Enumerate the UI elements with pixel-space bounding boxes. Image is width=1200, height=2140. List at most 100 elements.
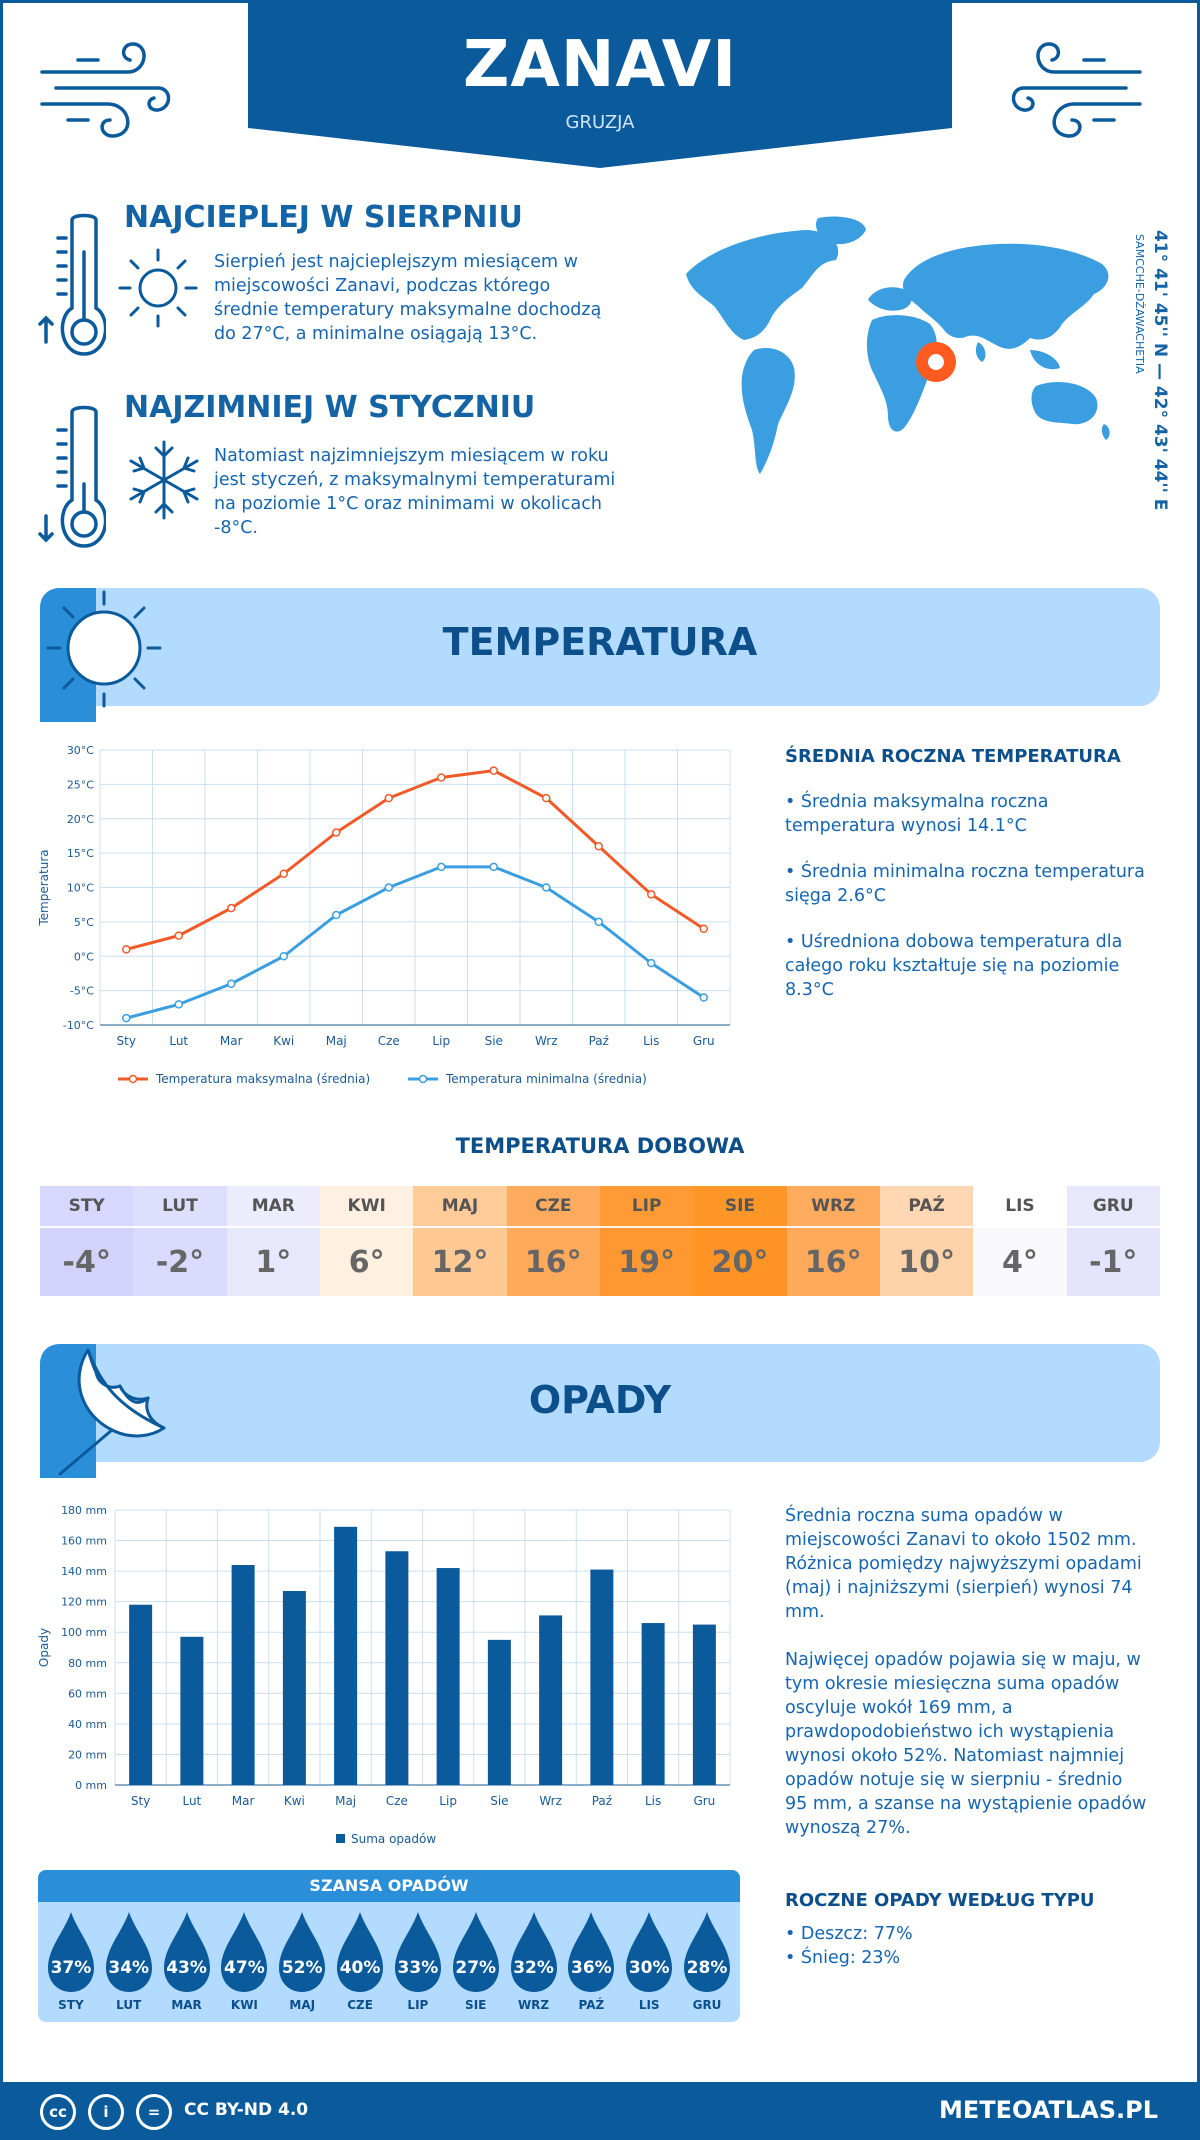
y-tick-label: 20°C (67, 813, 94, 826)
precip-line: Najwięcej opadów pojawia się w maju, w (785, 1650, 1141, 1670)
data-point (647, 890, 656, 899)
sun-icon (118, 248, 198, 328)
daily-temp-value: 16° (786, 1226, 880, 1296)
daily-temp-table: STY -4° LUT -2° MAR 1° KWI 6° MAJ 12° CZE 16° LIP 19°… (40, 1186, 1160, 1296)
precip-bar (231, 1565, 255, 1785)
snowflake-icon (129, 440, 199, 520)
precip-line: miejscowości Zanavi to około 1502 mm. (785, 1530, 1137, 1550)
x-tick-label: Gru (693, 1794, 715, 1808)
license-label: CC BY-ND 4.0 (184, 2100, 309, 2120)
x-tick-label: Lut (182, 1794, 201, 1808)
precip-bar (641, 1623, 665, 1785)
coldest-line: -8°C. (214, 518, 258, 538)
raindrop-icon (510, 1912, 557, 1992)
precip-bar (692, 1624, 716, 1785)
thermometer-up-icon (38, 213, 106, 356)
coordinates-label: 41° 41' 45'' N — 42° 43' 44'' E (1150, 230, 1170, 511)
footer-bar (0, 2082, 1200, 2140)
precip-bar (487, 1639, 511, 1785)
x-tick-label: Lis (643, 1034, 659, 1048)
coldest-line: Natomiast najzimniejszym miesiącem w rok… (214, 446, 609, 466)
brand-link[interactable]: METEOATLAS.PL (938, 2096, 1158, 2124)
temp-side-item: • Średnia minimalna roczna temperatura s… (785, 860, 1165, 908)
precip-chance-value: 28% (686, 1958, 728, 1978)
precip-type-title: ROCZNE OPADY WEDŁUG TYPU (785, 1890, 1095, 1911)
temperature-chart: -10°C -5°C 0°C 5°C 10°C 15°C 20°C 25°C 30°C Sty Lu… (37, 744, 731, 1086)
legend-marker (128, 1074, 138, 1084)
hottest-line: średnie temperatury maksymalne dochodzą (214, 300, 602, 320)
precip-line: mm. (785, 1602, 825, 1622)
precip-line: tym okresie miesięczna suma opadów (785, 1674, 1120, 1694)
x-tick-label: Wrz (539, 1794, 562, 1808)
raindrop-shape (684, 1912, 731, 1992)
coldest-line: na poziomie 1°C oraz minimami w okolicac… (214, 494, 602, 514)
precip-chance-month: PAŹ (578, 1998, 605, 2012)
coldest-text: Natomiast najzimniejszym miesiącem w rok… (214, 444, 634, 540)
umbrella-icon (40, 1344, 166, 1478)
data-point (279, 869, 288, 878)
daily-temp-cell: MAJ 12° (413, 1186, 507, 1296)
y-tick-label: 20 mm (68, 1748, 107, 1761)
temp-side-item: • Uśredniona dobowa temperatura dla całe… (785, 930, 1165, 1002)
y-tick-label: 0 mm (75, 1779, 107, 1792)
x-tick-label: Lip (439, 1794, 457, 1808)
raindrop-shape (626, 1912, 673, 1992)
hottest-line: do 27°C, a minimalne osiągają 13°C. (214, 324, 538, 344)
precip-chance-value: 52% (281, 1958, 323, 1978)
precip-para-2: Najwięcej opadów pojawia się w maju, w t… (785, 1648, 1175, 1840)
daily-temp-value: 6° (319, 1226, 414, 1296)
precipitation-chart: 0 mm 20 mm 40 mm 60 mm 80 mm 100 mm 120 mm 140 … (37, 1504, 731, 1846)
precip-chance-month: LIS (638, 1998, 660, 2012)
precip-chance-item: 33% LIP (389, 1906, 447, 2018)
daily-temp-value: 20° (693, 1226, 787, 1296)
title-banner (248, 0, 952, 168)
data-point (489, 766, 498, 775)
x-tick-label: Sie (490, 1794, 508, 1808)
precip-type-item: • Deszcz: 77% (785, 1924, 913, 1944)
daily-temp-cell: CZE 16° (506, 1186, 600, 1296)
daily-temp-cell: WRZ 16° (786, 1186, 880, 1296)
daily-temp-value: -1° (1066, 1226, 1160, 1296)
data-point (542, 793, 551, 803)
wind-icon (40, 42, 171, 138)
raindrop-icon (684, 1912, 731, 1992)
daily-temp-value: 1° (226, 1226, 320, 1296)
raindrop-shape (568, 1912, 615, 1992)
daily-month-label: MAR (226, 1186, 320, 1226)
precip-chance-month: WRZ (517, 1998, 550, 2012)
world-map (686, 216, 1110, 474)
precip-chance-month: SIE (465, 1998, 487, 2012)
data-point (594, 917, 603, 927)
temp-side-line: • Uśredniona dobowa temperatura dla (785, 932, 1123, 952)
y-axis-label: Opady (37, 1628, 51, 1667)
data-point (279, 952, 288, 961)
x-tick-label: Sty (131, 1794, 150, 1808)
daily-temp-value: 16° (506, 1226, 600, 1296)
hottest-title: NAJCIEPLEJ W SIERPNIU (124, 200, 523, 235)
daily-temp-value: 10° (879, 1226, 974, 1296)
daily-temp-cell: LIP 19° (599, 1186, 694, 1296)
precip-chance-month: LUT (116, 1998, 142, 2012)
data-point (174, 931, 183, 940)
data-point (437, 862, 446, 872)
data-point (699, 924, 708, 933)
temp-side-line: sięga 2.6°C (785, 886, 886, 906)
data-point (699, 993, 708, 1002)
precip-line: wynosi około 52%. Natomiast najmniej (785, 1746, 1125, 1766)
x-tick-label: Paź (592, 1794, 612, 1808)
data-point (227, 903, 236, 913)
x-tick-label: Lis (645, 1794, 661, 1808)
x-tick-label: Gru (693, 1034, 715, 1048)
daily-temp-cell: SIE 20° (693, 1186, 787, 1296)
raindrop-icon (394, 1912, 441, 1992)
precip-line: Różnica pomiędzy najwyższymi opadami (785, 1554, 1142, 1574)
precip-type-list: • Deszcz: 77% • Śnieg: 23% (785, 1922, 1165, 1970)
data-point (332, 910, 341, 920)
data-point (594, 842, 603, 851)
precip-chance-month: STY (58, 1998, 84, 2012)
precip-chance-item: 34% LUT (100, 1906, 158, 2018)
raindrop-shape (452, 1912, 499, 1992)
daily-month-label: SIE (693, 1186, 787, 1226)
wind-icon (1011, 42, 1142, 138)
legend-label: Temperatura maksymalna (średnia) (155, 1072, 370, 1086)
